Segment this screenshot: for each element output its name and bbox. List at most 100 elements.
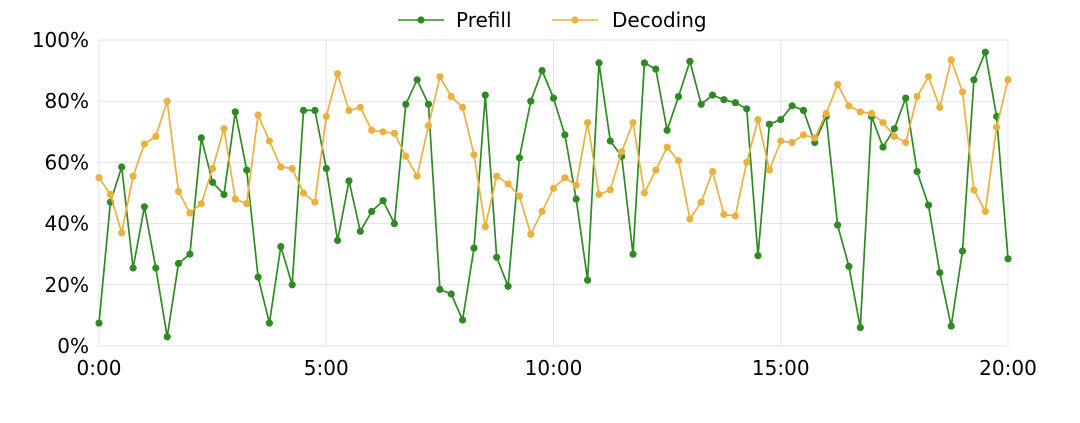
data-point-decoding — [334, 70, 342, 78]
data-point-prefill — [584, 276, 592, 284]
data-point-prefill — [288, 281, 296, 289]
series-layer — [95, 48, 1012, 341]
data-point-decoding — [697, 198, 705, 206]
x-tick-label: 10:00 — [525, 356, 583, 380]
data-point-decoding — [231, 195, 239, 203]
data-point-prefill — [413, 76, 421, 84]
data-point-prefill — [913, 168, 921, 176]
legend-item-prefill[interactable]: Prefill — [398, 8, 512, 32]
data-point-decoding — [424, 122, 433, 130]
data-point-prefill — [709, 91, 717, 99]
data-point-prefill — [424, 100, 433, 108]
data-point-prefill — [186, 250, 194, 258]
axes: 0% 20% 40% 60% 80% 100% 0:00 5:00 10:00 15:00 20:0… — [32, 28, 1037, 380]
data-point-decoding — [481, 223, 489, 231]
data-point-decoding — [140, 140, 148, 148]
data-point-decoding — [95, 174, 103, 182]
data-point-prefill — [777, 116, 785, 124]
data-point-prefill — [595, 59, 603, 67]
data-point-decoding — [220, 125, 228, 133]
data-point-decoding — [947, 56, 955, 64]
data-point-decoding — [618, 148, 626, 156]
data-point-decoding — [845, 102, 853, 110]
data-point-prefill — [299, 106, 308, 114]
data-point-prefill — [356, 227, 364, 235]
data-point-decoding — [186, 209, 194, 217]
data-point-decoding — [993, 123, 1001, 131]
data-point-decoding — [390, 129, 398, 137]
data-point-decoding — [981, 207, 989, 215]
data-point-decoding — [924, 73, 933, 81]
data-point-prefill — [447, 290, 455, 298]
data-point-prefill — [538, 67, 546, 75]
data-point-prefill — [947, 322, 955, 330]
data-point-decoding — [834, 80, 842, 88]
x-tick-label: 5:00 — [304, 356, 349, 380]
data-point-prefill — [765, 120, 774, 128]
data-point-decoding — [720, 210, 728, 218]
data-point-prefill — [390, 220, 398, 228]
data-point-decoding — [970, 186, 978, 194]
data-point-prefill — [515, 154, 524, 162]
data-point-prefill — [697, 100, 705, 108]
data-point-prefill — [686, 57, 694, 65]
data-point-prefill — [856, 324, 864, 332]
data-point-prefill — [731, 99, 739, 107]
legend-swatch-prefill-marker — [417, 16, 425, 24]
data-point-decoding — [674, 157, 683, 165]
data-point-prefill — [504, 282, 512, 290]
data-point-prefill — [1004, 255, 1012, 263]
data-point-decoding — [606, 186, 614, 194]
data-point-decoding — [549, 184, 558, 192]
data-point-decoding — [129, 172, 137, 180]
legend-swatch-decoding-marker — [571, 16, 579, 24]
y-tick-label: 0% — [57, 334, 89, 358]
data-point-prefill — [936, 269, 944, 277]
data-point-prefill — [493, 253, 501, 261]
data-point-decoding — [254, 111, 262, 119]
data-point-prefill — [368, 207, 376, 215]
data-point-decoding — [709, 168, 717, 176]
data-point-decoding — [515, 192, 524, 200]
data-point-decoding — [470, 151, 478, 159]
data-point-prefill — [265, 319, 273, 327]
data-point-decoding — [299, 189, 308, 197]
data-point-prefill — [220, 190, 228, 199]
data-point-prefill — [402, 100, 410, 108]
data-point-decoding — [538, 207, 546, 215]
data-point-prefill — [254, 273, 262, 281]
data-point-prefill — [334, 236, 342, 244]
data-point-prefill — [924, 201, 933, 209]
data-point-prefill — [720, 96, 728, 104]
data-point-decoding — [595, 190, 603, 199]
data-point-prefill — [152, 264, 160, 272]
data-point-prefill — [890, 125, 899, 133]
data-point-decoding — [277, 163, 285, 171]
data-point-decoding — [686, 215, 694, 223]
data-point-prefill — [118, 163, 126, 171]
data-point-decoding — [822, 109, 830, 117]
legend-label-prefill: Prefill — [456, 8, 512, 32]
data-point-prefill — [197, 134, 205, 142]
data-point-prefill — [311, 106, 319, 114]
data-point-prefill — [379, 197, 387, 205]
legend-item-decoding[interactable]: Decoding — [552, 8, 707, 32]
data-point-prefill — [345, 177, 353, 185]
data-point-prefill — [243, 166, 251, 174]
data-point-decoding — [652, 166, 660, 174]
grid — [98, 39, 1009, 347]
data-point-prefill — [549, 94, 558, 102]
data-point-decoding — [118, 229, 126, 237]
data-point-decoding — [958, 88, 967, 96]
data-point-decoding — [265, 137, 273, 145]
data-point-decoding — [288, 164, 296, 173]
data-point-decoding — [811, 134, 819, 142]
data-point-decoding — [629, 119, 637, 127]
data-point-decoding — [527, 230, 535, 238]
legend-label-decoding: Decoding — [612, 8, 707, 32]
data-point-decoding — [879, 119, 887, 127]
data-point-decoding — [731, 212, 739, 220]
series-decoding — [95, 56, 1012, 238]
data-point-prefill — [788, 102, 796, 110]
